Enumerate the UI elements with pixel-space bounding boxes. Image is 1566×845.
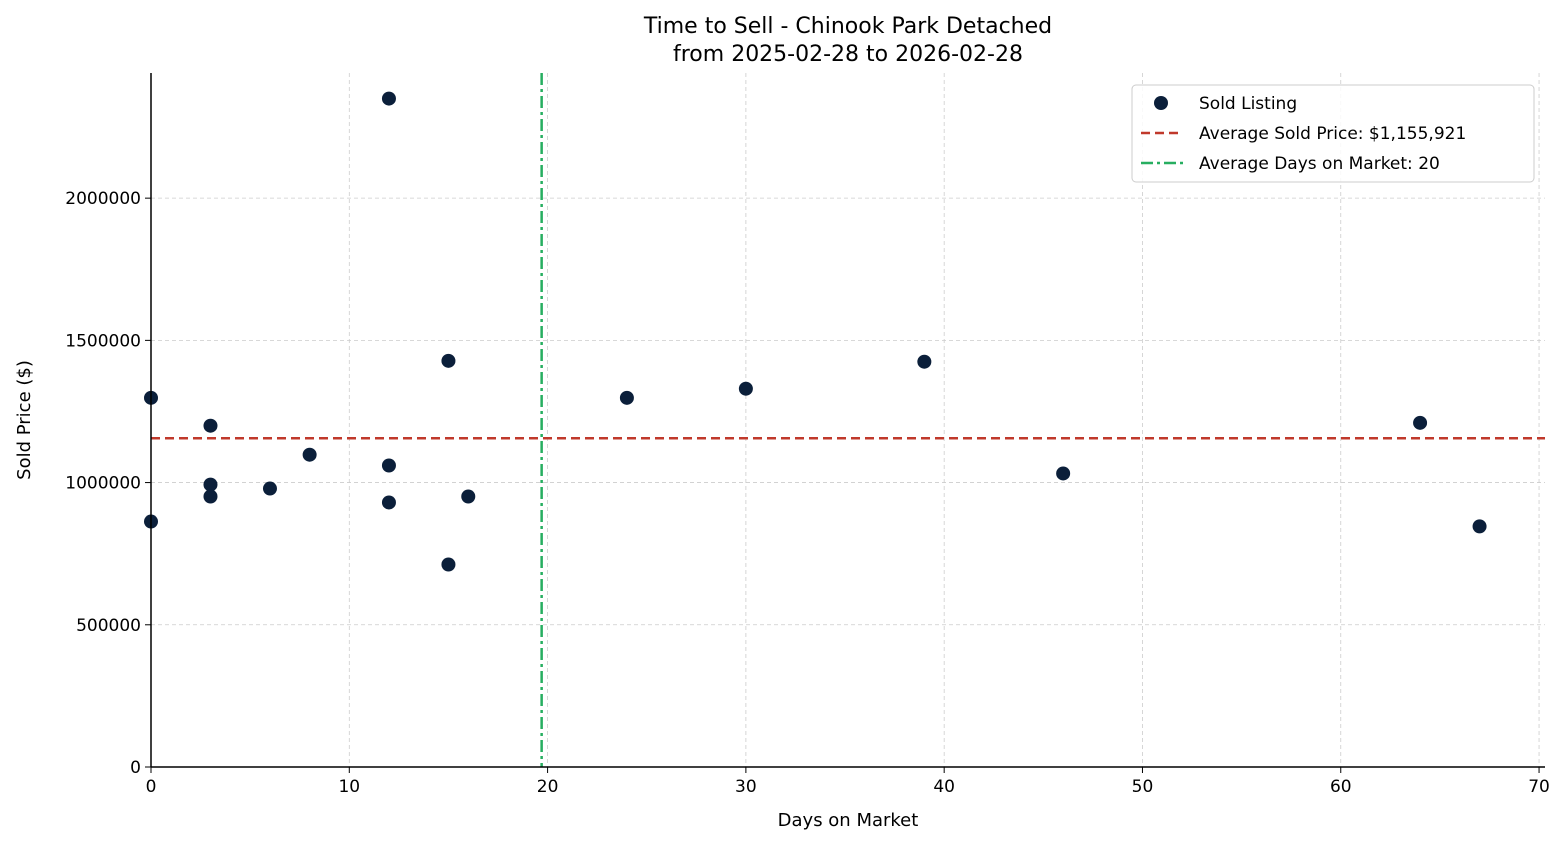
x-axis-label: Days on Market bbox=[778, 810, 919, 831]
y-tick-label: 500000 bbox=[76, 616, 141, 636]
reference-lines bbox=[151, 73, 1545, 767]
data-point bbox=[262, 481, 277, 496]
y-axis-label: Sold Price ($) bbox=[14, 360, 35, 480]
y-tick-label: 0 bbox=[130, 758, 141, 778]
data-point bbox=[461, 489, 476, 504]
axes: 0 10 20 30 40 50 60 70 0 500000 1000000 1500000 2000… bbox=[65, 73, 1550, 797]
grid bbox=[151, 73, 1545, 767]
data-point bbox=[441, 353, 456, 368]
data-point bbox=[1472, 519, 1487, 534]
data-point bbox=[441, 557, 456, 572]
data-point bbox=[203, 477, 218, 492]
legend: Sold Listing Average Sold Price: $1,155,9… bbox=[1131, 84, 1535, 183]
data-point bbox=[1413, 415, 1428, 430]
chart-subtitle: from 2025-02-28 to 2026-02-28 bbox=[673, 42, 1023, 67]
legend-label: Sold Listing bbox=[1199, 94, 1297, 114]
legend-label: Average Sold Price: $1,155,921 bbox=[1199, 124, 1466, 144]
points bbox=[144, 91, 1487, 572]
x-tick-label: 40 bbox=[933, 777, 955, 797]
data-point bbox=[302, 447, 317, 462]
x-tick-label: 30 bbox=[735, 777, 757, 797]
data-point bbox=[203, 418, 218, 433]
data-point bbox=[1056, 466, 1071, 481]
x-tick-label: 20 bbox=[537, 777, 559, 797]
y-tick-label: 1000000 bbox=[65, 474, 141, 494]
data-point bbox=[619, 390, 634, 405]
x-tick-label: 10 bbox=[338, 777, 360, 797]
data-point bbox=[381, 495, 396, 510]
legend-label: Average Days on Market: 20 bbox=[1199, 154, 1440, 174]
data-point bbox=[203, 489, 218, 504]
legend-marker-dot bbox=[1154, 96, 1168, 110]
y-tick-label: 2000000 bbox=[65, 189, 141, 209]
x-tick-label: 50 bbox=[1132, 777, 1154, 797]
x-tick-label: 0 bbox=[146, 777, 157, 797]
x-tick-label: 70 bbox=[1528, 777, 1550, 797]
legend-box bbox=[1131, 84, 1535, 183]
data-point bbox=[917, 354, 932, 369]
x-tick-label: 60 bbox=[1330, 777, 1352, 797]
data-point bbox=[381, 458, 396, 473]
data-point bbox=[738, 381, 753, 396]
chart-title: Time to Sell - Chinook Park Detached bbox=[643, 14, 1052, 39]
data-point bbox=[381, 91, 396, 106]
y-tick-label: 1500000 bbox=[65, 331, 141, 351]
